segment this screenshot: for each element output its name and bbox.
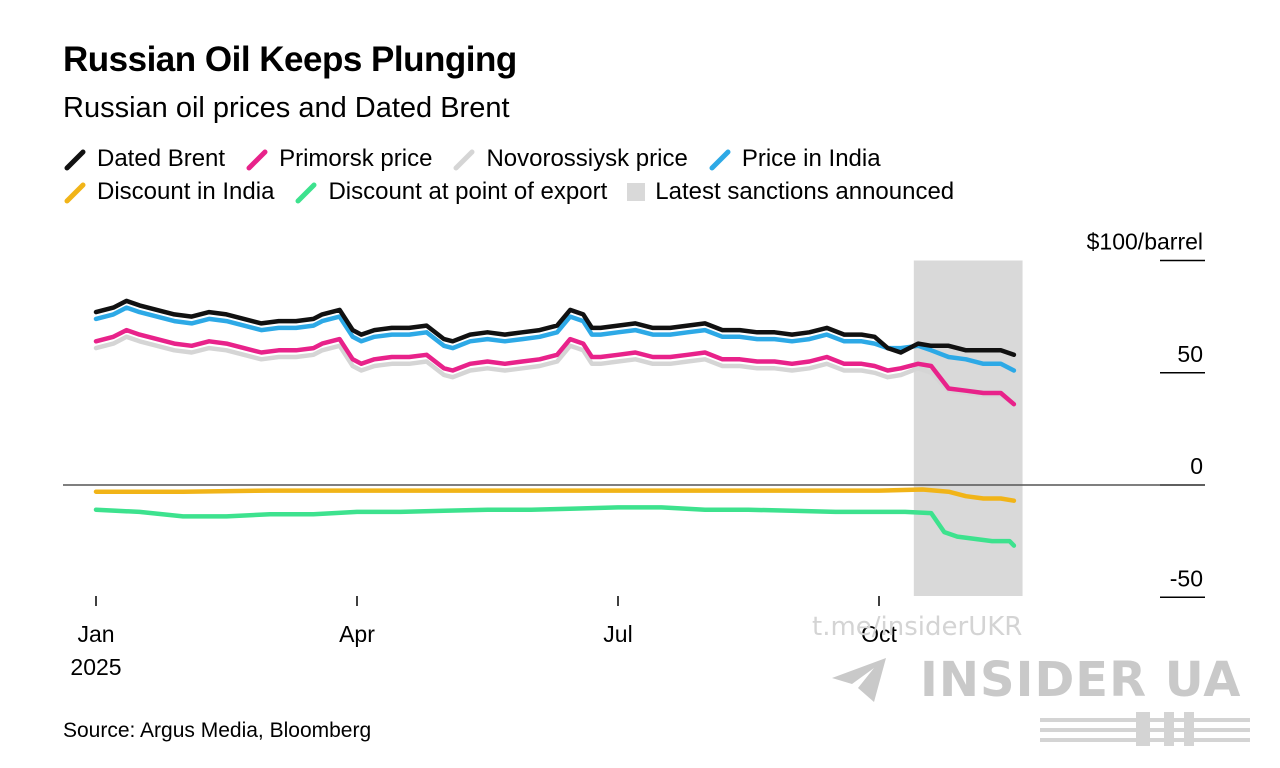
legend-swatch-icon [64, 149, 86, 171]
watermark-signature-icon [1040, 712, 1250, 746]
legend-item-export-discount: Discount at point of export [294, 178, 607, 206]
chart-title: Russian Oil Keeps Plunging [63, 40, 517, 79]
legend-item-india-price: Price in India [708, 145, 881, 173]
y-tick-label: -50 [1170, 565, 1203, 591]
legend-label: Price in India [741, 145, 881, 172]
legend-row-2: Discount in India Discount at point of e… [63, 178, 974, 206]
legend-label: Latest sanctions announced [655, 178, 955, 205]
x-tick-sublabel: 2025 [70, 654, 121, 680]
legend-label: Discount in India [97, 178, 275, 205]
series-line-dated-brent [93, 298, 1017, 358]
series-line-novorossiysk-price [93, 334, 1017, 407]
x-tick-label: Jan [77, 621, 114, 647]
series-line-price-in-india [93, 305, 1017, 373]
y-tick-label: 50 [1177, 341, 1203, 367]
x-tick-label: Apr [339, 621, 375, 647]
legend-swatch-icon [295, 182, 317, 204]
legend-row-1: Dated Brent Primorsk price Novorossiysk … [63, 145, 901, 173]
legend-label: Dated Brent [97, 145, 226, 172]
legend-item-novorossiysk: Novorossiysk price [452, 145, 688, 173]
legend-item-india-discount: Discount in India [63, 178, 274, 206]
x-tick-label: Jul [603, 621, 632, 647]
chart-subtitle: Russian oil prices and Dated Brent [63, 92, 510, 124]
source-note: Source: Argus Media, Bloomberg [63, 719, 372, 742]
telegram-icon [832, 658, 886, 702]
series-line-primorsk-price [93, 327, 1017, 407]
legend-swatch-icon [64, 182, 86, 204]
series-line-discount-at-point-of-export [93, 505, 1017, 548]
watermark-brand: INSIDER UA [920, 652, 1242, 708]
legend-label: Primorsk price [279, 145, 433, 172]
legend-swatch-icon [246, 149, 268, 171]
legend-swatch-icon [453, 149, 475, 171]
legend-label: Novorossiysk price [486, 145, 688, 172]
watermark-handle: t.me/insiderUKR [812, 612, 1023, 642]
legend-item-dated-brent: Dated Brent [63, 145, 225, 173]
series-line-discount-in-india [93, 487, 1017, 503]
legend-swatch-icon [709, 149, 731, 171]
y-tick-label: $100/barrel [1087, 229, 1203, 255]
legend-swatch-box [627, 183, 646, 201]
sanctions-shade [913, 260, 1023, 596]
legend-item-primorsk: Primorsk price [245, 145, 432, 173]
x-tick-label: Oct [861, 621, 897, 647]
y-tick-label: 0 [1190, 453, 1203, 479]
legend-item-sanctions: Latest sanctions announced [627, 178, 954, 206]
legend-label: Discount at point of export [328, 178, 608, 205]
